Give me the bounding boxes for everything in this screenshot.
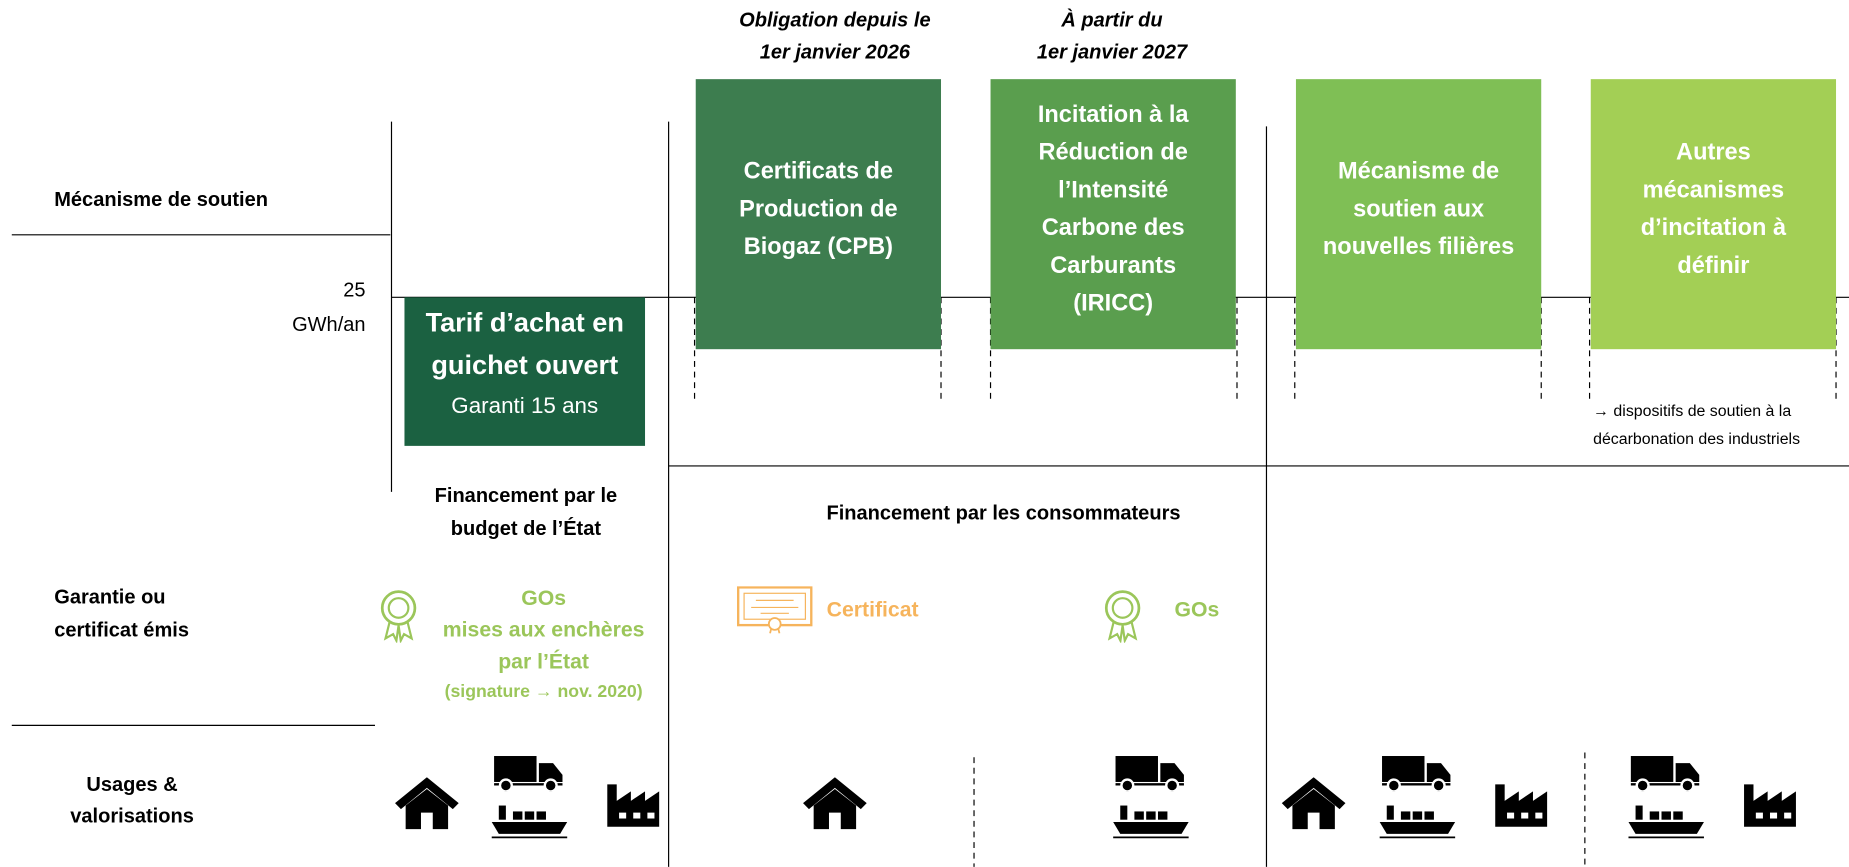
timing-label: 1er janvier 2027 (1037, 42, 1188, 64)
box-label: soutien aux (1353, 195, 1484, 221)
boxes (404, 79, 1837, 446)
box-label: définir (1677, 252, 1749, 278)
box-label: Carburants (1050, 252, 1176, 278)
box-label: Certificats de (744, 158, 893, 184)
tarif-title: Tarif d’achat en (426, 307, 624, 338)
note: décarbonation des industriels (1593, 431, 1800, 448)
box-label: mécanismes (1643, 176, 1785, 202)
note: → dispositifs de soutien à la (1593, 403, 1791, 420)
certificate-label: GOs (1174, 599, 1219, 622)
certificate-label: GOs (521, 587, 566, 610)
row-label: Garantie ou (54, 586, 165, 608)
box-label: Biogaz (CPB) (744, 233, 893, 259)
texts: Mécanisme de soutien Garantie ou certifica… (54, 9, 1800, 828)
threshold-unit: GWh/an (292, 314, 365, 336)
box-label: Carbone des (1042, 214, 1185, 240)
threshold-value: 25 (343, 280, 365, 302)
box-label: Production de (739, 195, 898, 221)
box-label: nouvelles filières (1323, 233, 1514, 259)
tarif-subtitle: Garanti 15 ans (451, 393, 598, 418)
box-label: Incitation à la (1038, 101, 1190, 127)
row-label: Mécanisme de soutien (54, 189, 268, 211)
certificate-note: (signature → nov. 2020) (445, 681, 643, 701)
timing-label: 1er janvier 2026 (760, 42, 911, 64)
tarif-title: guichet ouvert (431, 349, 618, 380)
row-label: Usages & (86, 774, 177, 796)
box-label: Réduction de (1039, 139, 1188, 165)
timing-label: À partir du (1060, 9, 1162, 32)
certificate-label: Certificat (827, 599, 919, 622)
box-label: Autres (1676, 139, 1751, 165)
row-label: valorisations (70, 806, 194, 828)
box-label: l’Intensité (1058, 176, 1168, 202)
certificate-label: par l’État (498, 648, 589, 673)
funding-label: Financement par les consommateurs (827, 503, 1181, 525)
box-label: (IRICC) (1073, 290, 1153, 316)
box-label: Mécanisme de (1338, 158, 1499, 184)
row-label: certificat émis (54, 619, 189, 641)
funding-label: Financement par le (435, 485, 618, 507)
funding-label: budget de l’État (451, 517, 602, 540)
box-label: d’incitation à (1641, 214, 1787, 240)
timing-label: Obligation depuis le (739, 10, 930, 32)
certificate-label: mises aux enchères (443, 619, 645, 642)
